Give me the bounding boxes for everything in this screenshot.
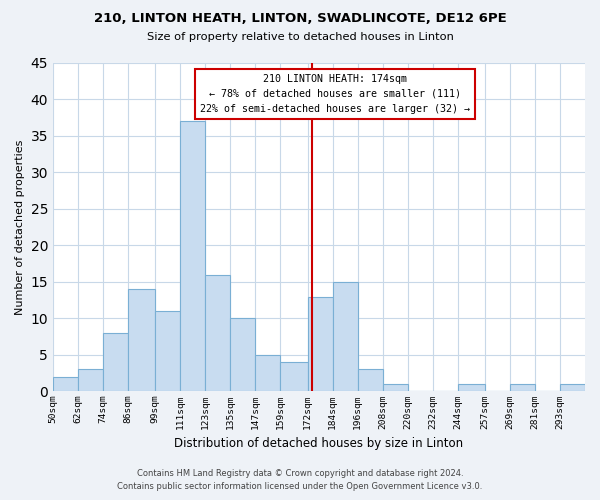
Bar bbox=[383, 384, 407, 392]
Bar bbox=[256, 355, 280, 392]
Bar bbox=[308, 296, 332, 392]
Bar bbox=[358, 370, 383, 392]
Bar bbox=[230, 318, 256, 392]
Bar bbox=[103, 333, 128, 392]
Bar bbox=[205, 274, 230, 392]
Bar bbox=[128, 289, 155, 392]
Bar bbox=[280, 362, 308, 392]
Bar bbox=[180, 122, 205, 392]
Bar bbox=[458, 384, 485, 392]
Text: Size of property relative to detached houses in Linton: Size of property relative to detached ho… bbox=[146, 32, 454, 42]
Bar bbox=[510, 384, 535, 392]
Text: Contains HM Land Registry data © Crown copyright and database right 2024.
Contai: Contains HM Land Registry data © Crown c… bbox=[118, 469, 482, 491]
Bar bbox=[155, 311, 180, 392]
Text: 210, LINTON HEATH, LINTON, SWADLINCOTE, DE12 6PE: 210, LINTON HEATH, LINTON, SWADLINCOTE, … bbox=[94, 12, 506, 26]
Y-axis label: Number of detached properties: Number of detached properties bbox=[15, 140, 25, 315]
Bar bbox=[332, 282, 358, 392]
X-axis label: Distribution of detached houses by size in Linton: Distribution of detached houses by size … bbox=[175, 437, 464, 450]
Bar bbox=[53, 377, 78, 392]
Bar bbox=[560, 384, 585, 392]
Bar bbox=[78, 370, 103, 392]
Text: 210 LINTON HEATH: 174sqm
← 78% of detached houses are smaller (111)
22% of semi-: 210 LINTON HEATH: 174sqm ← 78% of detach… bbox=[200, 74, 470, 114]
